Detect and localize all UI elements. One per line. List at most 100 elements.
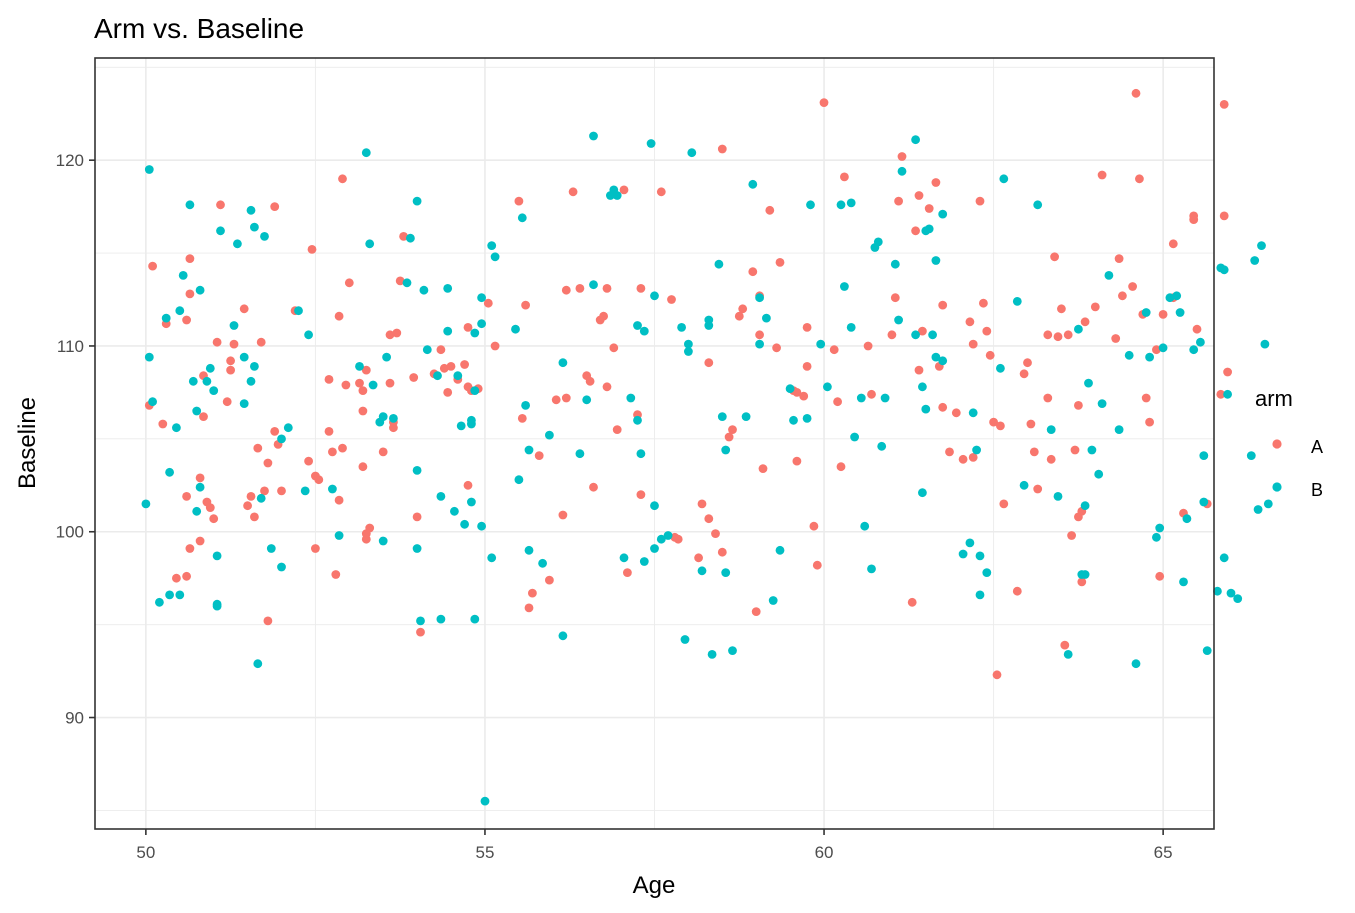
data-point-a (1063, 330, 1073, 340)
data-point-b (538, 558, 547, 568)
data-point-a (589, 482, 598, 492)
data-point-b (650, 544, 659, 553)
data-point-b (470, 614, 480, 624)
data-point-b (1158, 343, 1168, 353)
data-point-b (894, 315, 903, 325)
data-point-b (931, 256, 941, 265)
data-point-a (385, 378, 395, 388)
data-point-a (802, 323, 812, 332)
data-point-a (246, 492, 256, 501)
data-point-a (216, 200, 225, 210)
data-point-a (256, 337, 266, 347)
data-point-a (185, 544, 195, 553)
data-point-b (639, 557, 649, 566)
data-point-b (880, 393, 890, 403)
data-point-a (253, 443, 263, 453)
data-point-b (1033, 200, 1043, 210)
data-point-b (467, 419, 476, 429)
data-point-a (636, 490, 646, 499)
data-point-b (802, 414, 812, 423)
data-point-b (687, 148, 697, 158)
data-point-b (172, 423, 181, 433)
data-point-b (209, 386, 219, 395)
data-point-b (680, 635, 690, 644)
data-point-a (1145, 417, 1154, 427)
data-point-a (697, 499, 707, 509)
data-point-a (968, 339, 978, 349)
data-point-b (650, 291, 659, 301)
data-point-b (1226, 588, 1236, 598)
data-point-a (1077, 577, 1087, 587)
data-point-b (931, 352, 941, 362)
data-point-b (192, 506, 202, 516)
data-point-b (202, 376, 212, 386)
data-point-b (1199, 497, 1209, 507)
data-point-b (433, 371, 442, 381)
data-point-a (612, 425, 622, 434)
data-point-a (1216, 389, 1226, 399)
data-point-b (188, 376, 198, 386)
data-point-a (867, 389, 876, 399)
data-point-b (1202, 646, 1212, 655)
data-point-a (463, 323, 473, 332)
data-point-a (358, 386, 368, 395)
data-points (141, 88, 1273, 806)
data-point-a (887, 330, 897, 340)
data-point-a (158, 419, 168, 429)
data-point-a (277, 486, 286, 496)
data-point-b (639, 326, 649, 336)
data-point-a (1158, 310, 1168, 319)
data-point-b (1145, 352, 1154, 362)
data-point-a (907, 597, 917, 607)
data-point-a (1043, 393, 1053, 403)
data-point-a (1219, 100, 1229, 109)
data-point-b (785, 384, 795, 394)
data-point-b (334, 531, 344, 540)
data-point-b (840, 282, 849, 291)
data-point-a (765, 205, 775, 215)
data-point-b (212, 551, 222, 561)
data-point-b (477, 293, 486, 303)
data-point-b (938, 356, 948, 366)
data-point-a (270, 427, 280, 436)
data-point-b (938, 209, 948, 219)
data-point-b (453, 371, 463, 381)
data-point-b (975, 551, 985, 561)
data-point-a (182, 492, 192, 501)
data-point-a (924, 204, 934, 213)
x-tick-label: 50 (136, 843, 155, 862)
data-point-a (205, 503, 215, 512)
data-point-b (161, 313, 171, 323)
data-point-b (806, 200, 815, 210)
legend: arm A B (1255, 386, 1323, 500)
data-point-b (460, 519, 469, 529)
data-point-a (1128, 282, 1137, 291)
data-point-b (521, 401, 530, 410)
data-point-b (1084, 378, 1093, 388)
data-point-b (1114, 425, 1124, 434)
data-point-b (928, 330, 937, 340)
data-point-a (1155, 571, 1165, 581)
data-point-b (1155, 523, 1165, 533)
data-point-a (602, 382, 612, 392)
data-point-b (511, 324, 520, 334)
plot-panel (94, 57, 1273, 830)
data-point-b (253, 659, 263, 669)
data-point-b (626, 393, 636, 403)
data-point-b (436, 492, 446, 501)
data-point-b (443, 326, 453, 336)
data-point-b (195, 482, 205, 492)
data-point-a (558, 510, 568, 520)
data-point-a (1097, 170, 1107, 180)
data-point-a (802, 362, 812, 371)
data-point-b (246, 376, 256, 386)
data-point-a (673, 534, 683, 544)
data-point-b (355, 362, 364, 371)
data-point-a (958, 454, 968, 464)
data-point-a (989, 417, 998, 427)
data-point-a (399, 232, 408, 241)
data-point-a (724, 432, 734, 442)
data-point-b (175, 306, 185, 316)
data-point-a (775, 258, 785, 267)
data-point-b (1246, 451, 1256, 460)
